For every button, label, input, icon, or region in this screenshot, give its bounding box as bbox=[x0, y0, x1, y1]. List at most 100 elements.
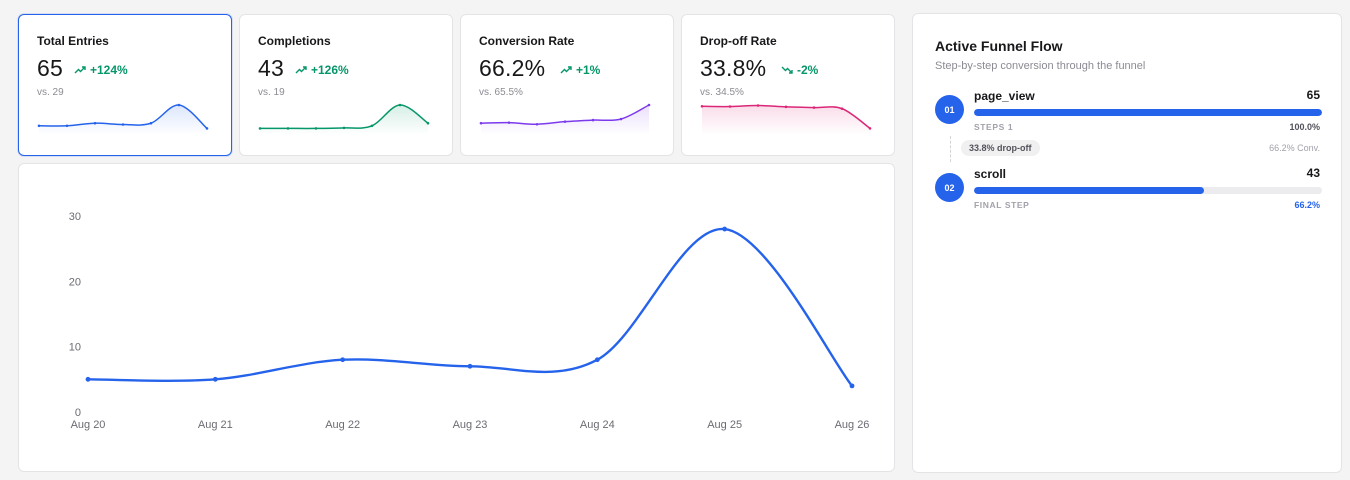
kpi-compare: vs. 19 bbox=[258, 87, 285, 98]
kpi-compare: vs. 29 bbox=[37, 87, 64, 98]
step-percent: 100.0% bbox=[1289, 122, 1320, 132]
kpi-value: 33.8% bbox=[700, 55, 767, 81]
sparkline-area bbox=[260, 104, 428, 135]
x-tick-label: Aug 20 bbox=[71, 419, 106, 431]
x-tick-label: Aug 26 bbox=[835, 419, 870, 431]
y-tick-label: 10 bbox=[69, 342, 81, 354]
sparkline-point bbox=[647, 103, 651, 107]
sparkline-point bbox=[177, 103, 181, 107]
sparkline-point bbox=[65, 124, 69, 128]
sparkline-point bbox=[840, 107, 844, 110]
sparkline bbox=[479, 103, 651, 135]
trend-up-icon bbox=[74, 66, 86, 74]
sparkline-area bbox=[481, 105, 649, 135]
sparkline-point bbox=[258, 127, 262, 130]
data-point bbox=[849, 383, 855, 389]
step-name[interactable]: page_view bbox=[974, 89, 1035, 103]
sparkline-point bbox=[314, 127, 318, 130]
funnel-subtitle: Step-by-step conversion through the funn… bbox=[935, 60, 1146, 72]
step-badge: 01 bbox=[935, 95, 964, 124]
funnel-title: Active Funnel Flow bbox=[935, 38, 1063, 54]
sparkline-point bbox=[342, 126, 346, 130]
sparkline-point bbox=[398, 103, 402, 107]
sparkline-point bbox=[868, 127, 872, 130]
y-tick-label: 30 bbox=[69, 211, 81, 223]
data-point bbox=[85, 376, 91, 382]
kpi-card-total-entries[interactable]: Total Entries 65 +124% vs. 29 bbox=[18, 14, 232, 156]
data-point bbox=[594, 357, 600, 363]
kpi-compare: vs. 34.5% bbox=[700, 87, 744, 98]
data-point bbox=[340, 357, 346, 363]
kpi-label: Total Entries bbox=[37, 34, 109, 48]
step-badge: 02 bbox=[935, 173, 964, 202]
sparkline bbox=[258, 103, 430, 135]
trend-line-chart: 0 10 20 30 Aug 20 Aug 21 Aug 22 Aug 23 Aug 24 Aug… bbox=[69, 211, 870, 431]
x-tick-label: Aug 23 bbox=[453, 419, 488, 431]
sparkline-point bbox=[149, 121, 153, 125]
trend-up-icon bbox=[560, 66, 572, 74]
y-tick-label: 0 bbox=[75, 407, 81, 419]
series-line bbox=[86, 227, 854, 388]
dropoff-badge: 33.8% drop-off bbox=[961, 140, 1040, 156]
kpi-value: 43 bbox=[258, 55, 284, 81]
kpi-label: Conversion Rate bbox=[479, 34, 575, 48]
step-count: 43 bbox=[1306, 166, 1320, 180]
sparkline-point bbox=[286, 127, 290, 130]
sparkline-point bbox=[535, 122, 539, 126]
kpi-delta-value: +1% bbox=[576, 63, 601, 77]
data-point bbox=[467, 363, 473, 369]
data-point bbox=[212, 376, 218, 382]
sparkline-point bbox=[507, 121, 511, 124]
kpi-card-drop-off-rate[interactable]: Drop-off Rate 33.8% -2% vs. 34.5% bbox=[681, 14, 895, 156]
step-count: 65 bbox=[1306, 88, 1320, 102]
sparkline bbox=[37, 103, 209, 135]
sparkline-point bbox=[756, 104, 760, 107]
funnel-panel: Active Funnel Flow Step-by-step conversi… bbox=[912, 13, 1342, 473]
trend-up-icon bbox=[295, 66, 307, 74]
kpi-delta-value: +124% bbox=[90, 63, 128, 77]
sparkline-point bbox=[619, 117, 623, 121]
y-tick-label: 20 bbox=[69, 276, 81, 288]
sparkline bbox=[700, 104, 872, 135]
x-tick-label: Aug 21 bbox=[198, 419, 233, 431]
sparkline-point bbox=[728, 105, 732, 108]
sparkline-point bbox=[479, 121, 483, 125]
kpi-delta: -2% bbox=[781, 63, 818, 77]
sparkline-area bbox=[702, 105, 870, 135]
conversion-note: 66.2% Conv. bbox=[1269, 143, 1320, 153]
step-caption: FINAL STEP bbox=[974, 200, 1030, 210]
kpi-delta: +124% bbox=[74, 63, 128, 77]
step-progress-track bbox=[974, 187, 1322, 194]
trend-down-icon bbox=[781, 66, 793, 74]
kpi-value: 66.2% bbox=[479, 55, 546, 81]
x-tick-label: Aug 25 bbox=[707, 419, 742, 431]
kpi-card-completions[interactable]: Completions 43 +126% vs. 19 bbox=[239, 14, 453, 156]
sparkline-point bbox=[812, 106, 816, 109]
step-name[interactable]: scroll bbox=[974, 167, 1007, 181]
step-connector bbox=[950, 136, 951, 162]
sparkline-point bbox=[205, 127, 209, 130]
kpi-delta-value: +126% bbox=[311, 63, 349, 77]
sparkline-point bbox=[370, 124, 374, 128]
kpi-compare: vs. 65.5% bbox=[479, 87, 523, 98]
kpi-delta: +126% bbox=[295, 63, 349, 77]
kpi-card-conversion-rate[interactable]: Conversion Rate 66.2% +1% vs. 65.5% bbox=[460, 14, 674, 156]
sparkline-point bbox=[426, 121, 430, 125]
sparkline-point bbox=[784, 105, 788, 109]
sparkline-point bbox=[591, 118, 595, 122]
step-progress-track bbox=[974, 109, 1322, 116]
step-progress-fill bbox=[974, 187, 1205, 194]
data-point bbox=[722, 226, 728, 232]
kpi-delta-value: -2% bbox=[797, 63, 819, 77]
sparkline-point bbox=[93, 121, 97, 125]
step-progress-fill bbox=[974, 109, 1322, 116]
trend-chart-card: 0 10 20 30 Aug 20 Aug 21 Aug 22 Aug 23 Aug 24 Aug… bbox=[18, 163, 895, 472]
sparkline-point bbox=[700, 105, 704, 108]
step-percent: 66.2% bbox=[1294, 200, 1320, 210]
sparkline-point bbox=[121, 123, 125, 126]
kpi-label: Drop-off Rate bbox=[700, 34, 777, 48]
sparkline-area bbox=[39, 104, 207, 135]
x-tick-label: Aug 22 bbox=[325, 419, 360, 431]
sparkline-point bbox=[37, 124, 41, 128]
kpi-label: Completions bbox=[258, 34, 331, 48]
